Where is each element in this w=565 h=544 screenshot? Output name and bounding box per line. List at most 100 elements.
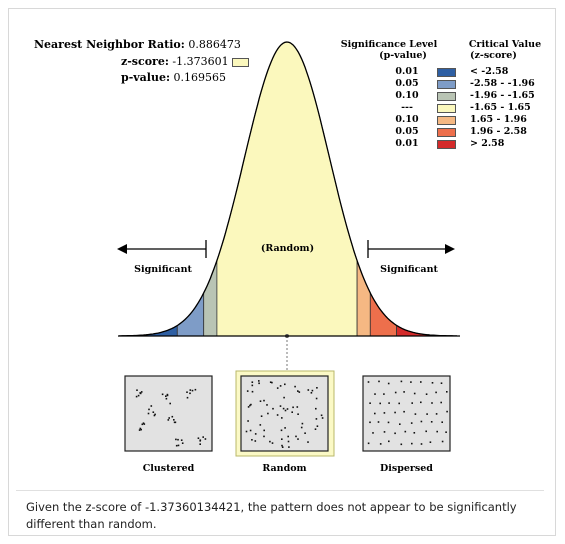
pattern-dot bbox=[379, 443, 382, 445]
pattern-dot bbox=[316, 425, 319, 427]
critical-header: Critical Value (z-score) bbox=[460, 39, 550, 61]
pattern-dot bbox=[440, 401, 442, 404]
pattern-dot bbox=[403, 410, 405, 413]
pattern-dot bbox=[411, 442, 413, 445]
z-score-swatch bbox=[232, 57, 250, 67]
pattern-dot bbox=[430, 421, 433, 423]
pattern-dot bbox=[367, 381, 370, 383]
legend-p-value: 0.05 bbox=[395, 78, 419, 89]
pattern-dot bbox=[388, 402, 390, 404]
pattern-dot bbox=[250, 403, 252, 406]
pattern-dot bbox=[413, 392, 416, 395]
legend-p-value: 0.10 bbox=[395, 114, 419, 125]
pattern-dot bbox=[400, 443, 403, 446]
legend-p-value: --- bbox=[401, 102, 413, 113]
pattern-dot bbox=[161, 393, 164, 396]
legend-critical-value: 1.65 - 1.96 bbox=[470, 114, 527, 125]
left-arrowhead-icon bbox=[117, 244, 127, 254]
pattern-dot bbox=[263, 399, 265, 402]
pattern-dot bbox=[173, 421, 176, 424]
pattern-dot bbox=[410, 381, 412, 383]
pattern-dot bbox=[429, 441, 432, 443]
pattern-dot bbox=[315, 407, 317, 410]
pattern-dot bbox=[154, 413, 156, 416]
legend-swatch bbox=[437, 116, 456, 125]
legend-critical-value: 1.96 - 2.58 bbox=[470, 126, 527, 137]
pattern-dot bbox=[246, 390, 249, 392]
critical-header-line1: Critical Value bbox=[468, 39, 542, 50]
pattern-dot bbox=[291, 411, 293, 413]
pattern-dot bbox=[280, 429, 283, 432]
pattern-dot bbox=[296, 406, 299, 408]
pattern-dot bbox=[279, 385, 282, 387]
pattern-dot bbox=[378, 380, 380, 383]
summary-text: Given the z-score of -1.37360134421, the… bbox=[26, 500, 517, 531]
pattern-dot bbox=[177, 438, 179, 441]
pattern-dot bbox=[245, 430, 248, 433]
legend-swatch bbox=[437, 104, 456, 113]
pattern-dot bbox=[165, 395, 167, 397]
pattern-dot bbox=[266, 404, 268, 406]
pattern-dot bbox=[292, 406, 294, 409]
pattern-dot bbox=[369, 421, 371, 424]
legend-swatch bbox=[437, 92, 456, 101]
pattern-dot bbox=[167, 419, 170, 421]
pattern-dot bbox=[258, 380, 260, 382]
pattern-dot bbox=[189, 392, 191, 395]
curve-region bbox=[203, 260, 218, 337]
pattern-dot bbox=[411, 402, 413, 404]
legend-p-value: 0.05 bbox=[395, 126, 419, 137]
pattern-dot bbox=[435, 413, 438, 415]
nn-ratio-line: Nearest Neighbor Ratio: 0.886473 bbox=[34, 38, 241, 51]
pattern-dot bbox=[383, 431, 386, 433]
pattern-dot bbox=[284, 383, 286, 386]
z-score-label: z-score: bbox=[121, 55, 169, 68]
z-score-value: -1.373601 bbox=[172, 55, 229, 68]
legend-critical-value: -1.96 - -1.65 bbox=[470, 90, 535, 101]
pattern-dot bbox=[414, 413, 417, 415]
pattern-dot bbox=[139, 392, 141, 394]
pattern-dot bbox=[383, 393, 385, 395]
pattern-dot bbox=[263, 435, 265, 438]
pattern-dot bbox=[431, 382, 434, 384]
pattern-dot bbox=[297, 438, 299, 440]
pattern-dot bbox=[284, 409, 287, 412]
pattern-dot bbox=[420, 420, 423, 423]
pattern-dot bbox=[251, 384, 254, 387]
nn-ratio-label: Nearest Neighbor Ratio: bbox=[34, 38, 185, 51]
pattern-dot bbox=[259, 424, 262, 426]
legend-swatch bbox=[437, 80, 456, 89]
legend-swatch bbox=[437, 140, 456, 149]
pattern-dot bbox=[287, 440, 290, 443]
pattern-dot bbox=[369, 402, 371, 404]
pattern-dot bbox=[251, 439, 253, 441]
right-arrowhead-icon bbox=[445, 244, 455, 254]
pattern-dot bbox=[282, 407, 285, 410]
pattern-dot bbox=[258, 382, 260, 385]
pattern-dot bbox=[169, 402, 171, 405]
pattern-dot bbox=[138, 429, 141, 431]
nn-ratio-value: 0.886473 bbox=[188, 38, 241, 51]
right-significant-label: Significant bbox=[380, 264, 438, 275]
pattern-dot bbox=[177, 444, 180, 447]
pattern-dot bbox=[269, 381, 272, 383]
pattern-dot bbox=[249, 404, 251, 407]
pattern-dot bbox=[281, 438, 283, 440]
pattern-dot bbox=[180, 439, 183, 441]
pattern-dot bbox=[276, 387, 279, 389]
pattern-dot bbox=[197, 437, 200, 439]
pattern-dot bbox=[249, 429, 252, 432]
pattern-dot bbox=[186, 396, 189, 399]
pattern-dot bbox=[403, 391, 405, 393]
pattern-dot bbox=[168, 417, 170, 419]
pattern-dot bbox=[272, 407, 274, 410]
pattern-dot bbox=[259, 400, 262, 402]
pattern-dot bbox=[367, 442, 370, 445]
z-score-marker bbox=[285, 334, 289, 372]
pattern-dot bbox=[152, 411, 155, 413]
pattern-dot bbox=[284, 427, 286, 429]
pattern-dot bbox=[147, 412, 150, 415]
pattern-dot bbox=[420, 401, 422, 404]
legend-p-value: 0.01 bbox=[395, 138, 419, 149]
